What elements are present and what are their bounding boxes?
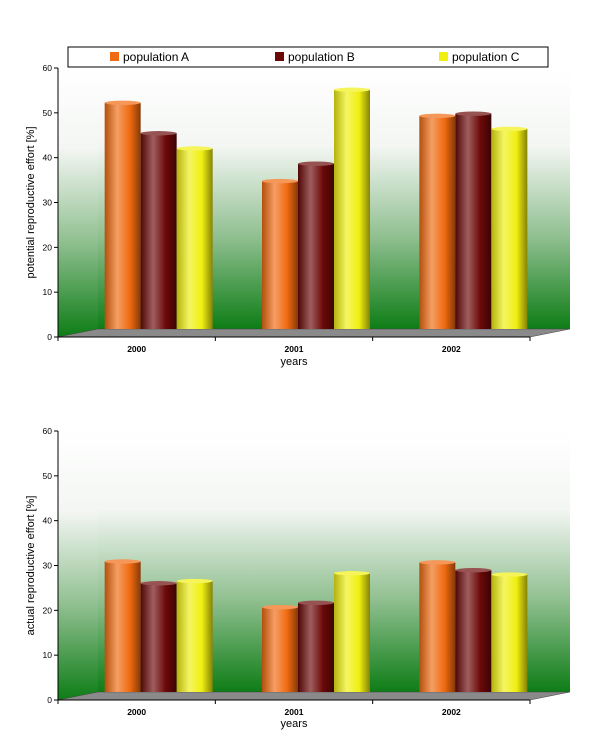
x-category-label: 2001 [285,707,304,717]
y-tick-label: 0 [47,332,52,342]
bar-top [262,178,298,184]
bar-body [176,148,213,329]
y-tick-label: 30 [43,198,53,208]
bar-2002-1 [419,560,456,692]
bar-body [262,181,298,329]
y-tick-label: 20 [43,242,53,252]
bar-2000-2 [140,581,177,692]
bar-top [176,578,213,584]
bar-body [104,561,141,692]
x-category-label: 2000 [127,344,146,354]
bar-body [455,113,492,329]
plot-side-wall [58,68,98,337]
bar-2002-2 [455,111,492,329]
legend: population A population B population C [67,46,549,68]
bar-body [334,573,370,692]
y-tick-label: 40 [43,153,53,163]
chart-panel-2: 0 10 20 30 40 50 60 2000 2001 2002 years actual rep… [25,426,571,730]
x-category-label: 2001 [285,344,304,354]
plot-floor [57,691,571,701]
y-tick-label: 10 [43,287,53,297]
bar-body [419,115,456,329]
bar-2000-3 [176,578,213,692]
y-tick-label: 10 [43,650,53,660]
plot-floor [57,328,571,338]
y-tick-label: 60 [43,426,53,436]
bar-2002-3 [491,572,528,692]
bar-body [298,163,334,329]
y-tick-label: 60 [43,63,53,73]
x-category-label: 2002 [442,707,461,717]
bar-2001-2 [298,161,334,329]
bar-2001-3 [334,87,370,329]
bar-top [298,161,334,166]
x-category-label: 2002 [442,344,461,354]
legend-label: population B [288,50,355,64]
y-axis-title: actual reproductive effort [%] [25,496,37,636]
legend-swatch [275,52,284,61]
bar-top [140,581,177,586]
plot-side-wall [58,431,98,700]
legend-swatch [439,52,448,61]
bar-top [455,568,492,573]
bar-2001-2 [298,600,334,692]
bar-2002-2 [455,568,492,692]
bar-body [419,562,456,692]
x-axis-title: years [281,718,308,730]
y-tick-label: 30 [43,561,53,571]
bar-top [334,571,370,576]
bar-body [491,128,528,329]
bar-body [491,574,528,692]
y-axis-title: potential reproductive effort [%] [25,126,37,278]
bar-2002-3 [491,126,528,329]
bar-2000-3 [176,146,213,329]
bar-2000-2 [140,131,177,329]
bar-top [419,560,456,565]
y-tick-label: 20 [43,605,53,615]
bar-2000-1 [104,559,141,692]
y-tick-label: 40 [43,516,53,526]
bar-top [419,113,456,119]
bar-2001-1 [262,178,298,329]
bar-top [298,600,334,606]
bar-body [334,89,370,329]
bar-2001-3 [334,571,370,692]
legend-swatch [110,52,119,61]
x-axis-title: years [281,356,308,368]
bar-body [455,570,492,692]
y-tick-label: 50 [43,471,53,481]
bar-2002-1 [419,113,456,329]
bar-top [262,604,298,610]
bar-2000-1 [104,100,141,329]
bar-top [140,131,177,136]
legend-label: population A [123,50,189,64]
bar-top [104,559,141,564]
x-category-label: 2000 [127,707,146,717]
bar-body [262,607,298,692]
bar-body [140,133,177,329]
bar-top [455,111,492,116]
legend-label: population C [452,50,520,64]
bar-body [140,583,177,692]
bar-2001-1 [262,604,298,692]
bar-top [491,572,528,577]
y-tick-label: 0 [47,695,52,705]
bar-body [104,102,141,329]
bar-top [104,100,141,106]
bar-body [176,581,213,692]
bar-top [491,126,528,132]
bar-top [176,146,213,151]
bar-top [334,87,370,92]
chart-panel-1: 0 10 20 30 40 50 60 2000 2001 2002 years potential … [25,46,571,368]
legend-box [67,46,549,68]
y-tick-label: 50 [43,108,53,118]
bar-body [298,602,334,692]
